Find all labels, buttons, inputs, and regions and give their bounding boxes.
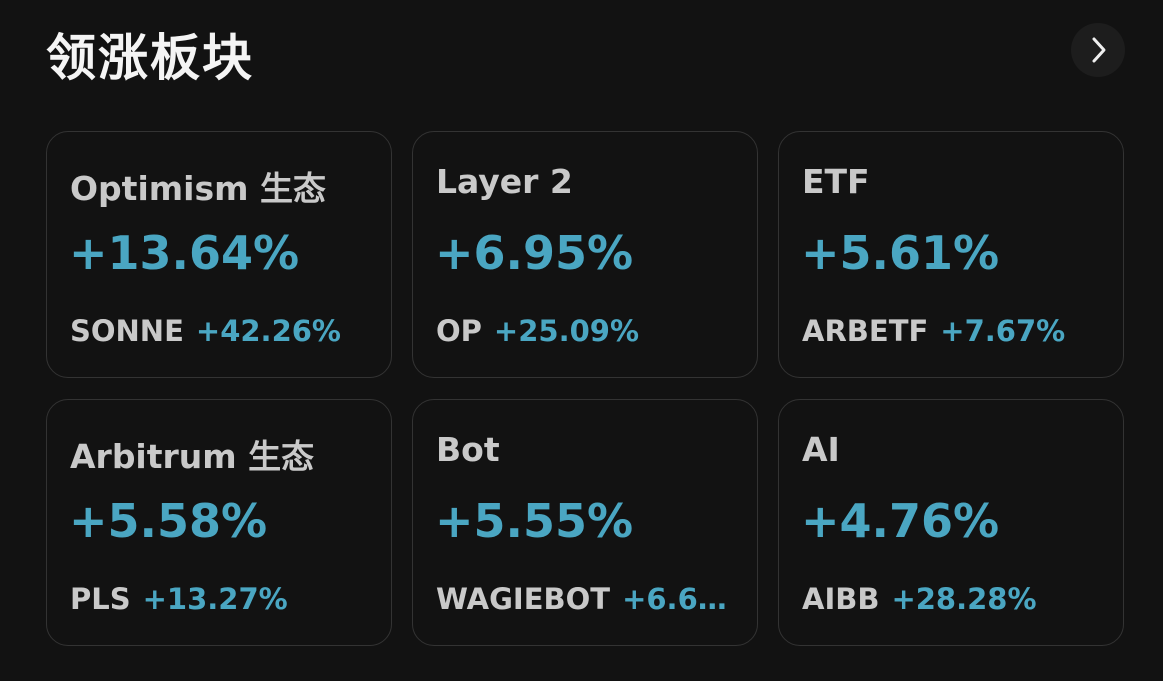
sector-name: AI [802, 430, 840, 469]
top-token: PLS +13.27% [70, 582, 288, 616]
token-symbol: ARBETF [802, 314, 929, 348]
token-change: +25.09% [493, 314, 640, 348]
token-symbol: AIBB [802, 582, 880, 616]
sector-card[interactable]: Optimism 生态 +13.64% SONNE +42.26% [46, 131, 392, 378]
top-token: ARBETF +7.67% [802, 314, 1065, 348]
sector-name: Arbitrum 生态 [70, 437, 315, 476]
section-title: 领涨板块 [46, 29, 254, 87]
sector-change: +5.58% [69, 494, 268, 548]
top-token: WAGIEBOT +6.6… [436, 582, 727, 616]
sector-change: +13.64% [69, 226, 300, 280]
token-change: +28.28% [891, 582, 1037, 616]
sector-name: Layer 2 [436, 162, 573, 201]
token-symbol: OP [436, 314, 482, 348]
token-symbol: PLS [70, 582, 131, 616]
sector-change: +5.61% [801, 226, 1000, 280]
sector-name: Bot [436, 430, 500, 469]
token-symbol: SONNE [70, 314, 184, 348]
card-grid: Optimism 生态 +13.64% SONNE +42.26% Layer 2 +6.… [46, 131, 1124, 646]
sector-card[interactable]: Arbitrum 生态 +5.58% PLS +13.27% [46, 399, 392, 646]
token-change: +13.27% [142, 582, 288, 616]
more-button[interactable] [1071, 23, 1125, 77]
sector-card[interactable]: AI +4.76% AIBB +28.28% [778, 399, 1124, 646]
sector-change: +6.95% [435, 226, 634, 280]
sector-card[interactable]: Layer 2 +6.95% OP +25.09% [412, 131, 758, 378]
sector-name: ETF [802, 162, 870, 201]
sector-name: Optimism 生态 [70, 169, 326, 208]
sector-change: +4.76% [801, 494, 1000, 548]
top-token: OP +25.09% [436, 314, 639, 348]
token-change: +7.67% [940, 314, 1066, 348]
sector-change: +5.55% [435, 494, 634, 548]
sector-card[interactable]: ETF +5.61% ARBETF +7.67% [778, 131, 1124, 378]
token-change: +42.26% [195, 314, 341, 348]
top-token: AIBB +28.28% [802, 582, 1037, 616]
token-change: +6.6… [622, 582, 727, 616]
token-symbol: WAGIEBOT [436, 582, 611, 616]
sector-card[interactable]: Bot +5.55% WAGIEBOT +6.6… [412, 399, 758, 646]
top-token: SONNE +42.26% [70, 314, 341, 348]
